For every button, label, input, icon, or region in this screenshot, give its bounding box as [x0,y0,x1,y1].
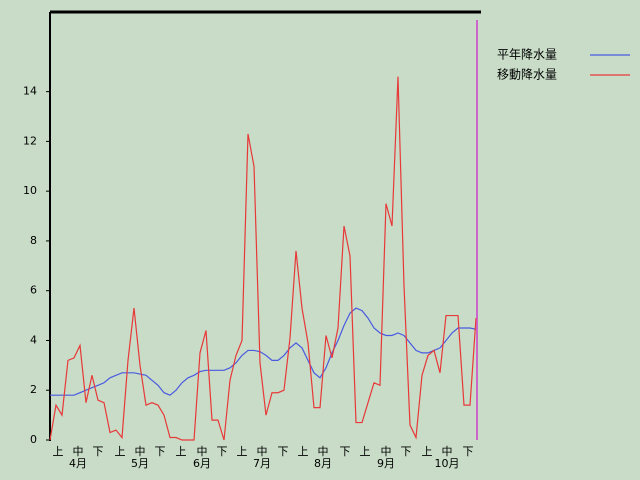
x-tick-label: 上 [298,445,309,458]
x-tick-label: 中 [135,445,146,458]
month-label: 6月 [193,457,211,470]
y-tick-label: 8 [30,234,37,247]
series-line [50,307,477,396]
x-tick-label: 中 [197,445,208,458]
x-tick-label: 上 [360,445,371,458]
x-tick-label: 中 [318,445,329,458]
y-tick-label: 4 [30,333,37,346]
month-label: 5月 [131,457,149,470]
y-tick-label: 12 [23,134,37,147]
series-line [49,76,477,441]
month-label: 8月 [314,457,332,470]
month-label: 10月 [435,457,460,470]
y-tick-label: 14 [23,85,37,98]
x-tick-label: 上 [176,445,187,458]
x-tick-label: 下 [155,445,166,458]
x-tick-label: 下 [463,445,474,458]
legend-label: 移動降水量 [497,68,557,82]
x-tick-label: 下 [401,445,412,458]
x-tick-label: 下 [340,445,351,458]
y-tick-label: 10 [23,184,37,197]
month-label: 4月 [69,457,87,470]
x-tick-label: 下 [278,445,289,458]
x-tick-label: 中 [73,445,84,458]
y-tick-label: 6 [30,284,37,297]
x-tick-label: 中 [442,445,453,458]
x-tick-label: 中 [257,445,268,458]
x-tick-label: 上 [422,445,433,458]
x-tick-label: 上 [53,445,64,458]
y-tick-label: 2 [30,383,37,396]
month-label: 9月 [377,457,395,470]
x-tick-label: 下 [217,445,228,458]
x-tick-label: 中 [381,445,392,458]
x-tick-label: 上 [237,445,248,458]
x-tick-label: 下 [93,445,104,458]
legend-label: 平年降水量 [497,48,557,62]
x-tick-label: 上 [115,445,126,458]
y-tick-label: 0 [30,433,37,446]
month-label: 7月 [253,457,271,470]
